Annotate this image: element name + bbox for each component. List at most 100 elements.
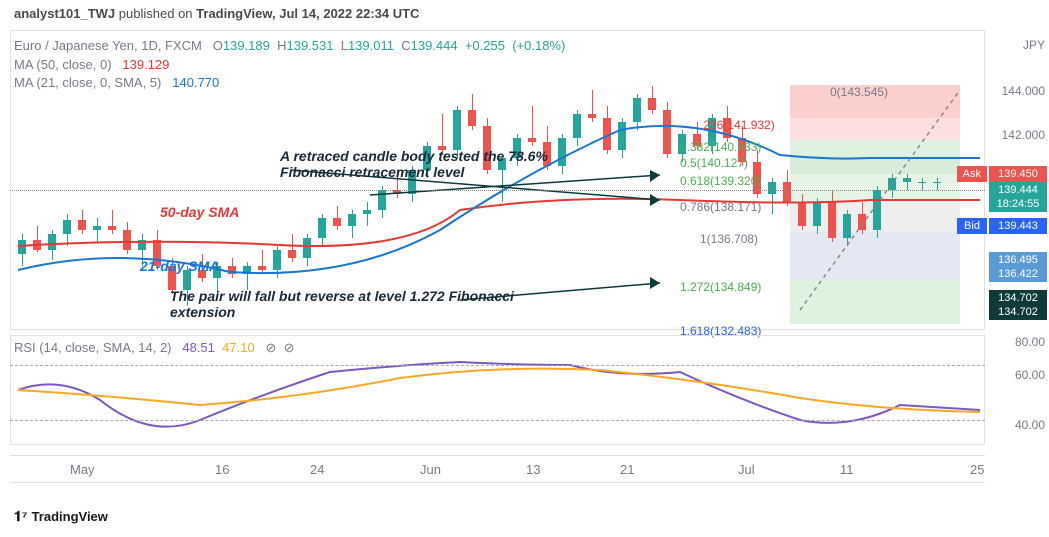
tradingview-branding: 𝟏⁷TradingView (14, 508, 108, 525)
candle-wick (922, 178, 923, 190)
candle-body (888, 178, 896, 190)
tv-logo-icon: 𝟏⁷ (14, 508, 28, 524)
fib-label: .236(141.932) (700, 118, 775, 132)
candle-body (933, 182, 941, 183)
fib-label: 1.272(134.849) (680, 280, 761, 294)
candle-body (48, 234, 56, 250)
candle-wick (97, 218, 98, 242)
candle-body (348, 214, 356, 226)
y-tick-label: 80.00 (1015, 335, 1045, 349)
candle-body (243, 266, 251, 274)
candle-body (123, 230, 131, 250)
x-tick-label: 24 (310, 462, 324, 477)
candle-body (453, 110, 461, 150)
candle-body (363, 210, 371, 214)
candle-body (588, 114, 596, 118)
pub-text: published on (119, 6, 193, 21)
candle-body (528, 138, 536, 142)
candle-body (33, 240, 41, 250)
x-tick-label: Jul (738, 462, 755, 477)
x-tick-label: Jun (420, 462, 441, 477)
price-badge: 18:24:55 (989, 196, 1047, 212)
fib-label: 0.5(140.127) (680, 156, 748, 170)
price-badge: 139.450 (989, 166, 1047, 182)
candle-body (648, 98, 656, 110)
candle-body (618, 122, 626, 150)
x-tick-label: 11 (840, 462, 854, 477)
publish-header: analyst101_TWJ published on TradingView,… (14, 6, 419, 21)
x-axis: May 16 24 Jun 13 21 Jul 11 25 (10, 455, 985, 483)
candle-body (783, 182, 791, 202)
fib-zone (790, 156, 960, 174)
candle-wick (367, 202, 368, 226)
fib-zone (790, 232, 960, 280)
rsi-tick-label: 60.00 (1015, 368, 1045, 382)
price-badge: 136.422 (989, 266, 1047, 282)
candle-body (663, 110, 671, 154)
author: analyst101_TWJ (14, 6, 115, 21)
fib-label: 1(136.708) (700, 232, 758, 246)
candle-body (858, 214, 866, 230)
price-badge: Ask (957, 166, 987, 182)
rsi-30-line (10, 420, 985, 421)
candle-body (93, 226, 101, 230)
annotation-sma50: 50-day SMA (160, 204, 239, 220)
candle-body (108, 226, 116, 230)
price-badge: 134.702 (989, 304, 1047, 320)
candle-body (78, 220, 86, 230)
platform: TradingView, (196, 6, 275, 21)
candle-wick (112, 210, 113, 234)
candle-body (603, 118, 611, 150)
fib-zone (790, 118, 960, 140)
rsi-70-line (10, 365, 985, 366)
x-tick-label: May (70, 462, 95, 477)
candle-body (828, 202, 836, 238)
candle-body (633, 98, 641, 122)
candle-body (768, 182, 776, 194)
current-price-line (10, 190, 985, 191)
candle-body (918, 182, 926, 183)
candle-wick (262, 250, 263, 274)
candle-body (378, 190, 386, 210)
candle-body (468, 110, 476, 126)
candle-body (813, 202, 821, 226)
candle-wick (907, 174, 908, 190)
fib-label: 0.786(138.171) (680, 200, 761, 214)
candle-body (63, 220, 71, 234)
y-tick-label: 144.000 (1002, 84, 1045, 98)
annotation-extension: The pair will fall but reverse at level … (170, 288, 520, 320)
x-tick-label: 13 (526, 462, 540, 477)
candle-body (843, 214, 851, 238)
x-tick-label: 16 (215, 462, 229, 477)
candle-body (303, 238, 311, 258)
chart-container: analyst101_TWJ published on TradingView,… (0, 0, 1049, 537)
fib-zone (790, 280, 960, 324)
rsi-info: RSI (14, close, SMA, 14, 2) 48.51 47.10 … (14, 340, 295, 356)
candle-body (333, 218, 341, 226)
candle-body (273, 250, 281, 270)
price-badge: 139.443 (989, 218, 1047, 234)
candle-body (258, 266, 266, 270)
candle-body (798, 202, 806, 226)
candle-body (138, 240, 146, 250)
candle-body (228, 266, 236, 274)
candle-body (903, 178, 911, 182)
candle-wick (937, 178, 938, 190)
x-tick-label: 25 (970, 462, 984, 477)
x-tick-label: 21 (620, 462, 634, 477)
annotation-retracement: A retraced candle body tested the 78.6% … (280, 148, 610, 180)
y-tick-label: JPY (1023, 38, 1045, 52)
fib-label: 0.618(139.320) (680, 174, 761, 188)
y-tick-label: 142.000 (1002, 128, 1045, 142)
fib-label: 0.382(140.933) (680, 140, 761, 154)
timestamp: Jul 14, 2022 22:34 UTC (279, 6, 419, 21)
candle-body (18, 240, 26, 254)
fib-label: 0(143.545) (830, 85, 888, 99)
candle-body (873, 190, 881, 230)
annotation-sma21: 21-day SMA (140, 258, 219, 274)
price-badge: Bid (957, 218, 987, 234)
candle-body (288, 250, 296, 258)
candle-body (318, 218, 326, 238)
candle-body (573, 114, 581, 138)
rsi-tick-label: 40.00 (1015, 418, 1045, 432)
